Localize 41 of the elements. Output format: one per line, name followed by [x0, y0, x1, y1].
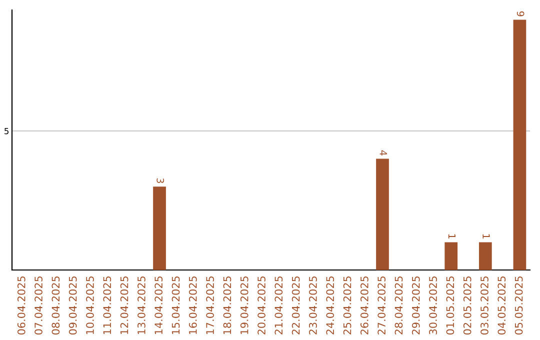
x-tick-label: 28.04.2025 — [394, 276, 403, 334]
x-tick-label: 08.04.2025 — [52, 276, 60, 335]
bar — [444, 242, 458, 270]
x-tick-label: 27.04.2025 — [378, 276, 386, 334]
x-tick-label: 07.04.2025 — [34, 276, 42, 335]
x-tick-label: 25.04.2025 — [343, 276, 352, 334]
bar — [376, 158, 389, 270]
x-tick-label: 23.04.2025 — [309, 276, 317, 334]
y-tick-label: 5 — [4, 128, 8, 134]
x-tick-label: 14.04.2025 — [154, 276, 163, 334]
x-tick-label: 17.04.2025 — [206, 276, 214, 334]
data-label: 1 — [482, 234, 490, 239]
x-tick-label: 19.04.2025 — [240, 276, 248, 334]
x-tick-label: 03.05.2025 — [480, 276, 488, 335]
x-tick-label: 06.04.2025 — [17, 276, 26, 335]
x-tick-label: 24.04.2025 — [326, 276, 334, 334]
x-tick-label: 15.04.2025 — [172, 276, 180, 334]
x-tick-label: 21.04.2025 — [274, 276, 283, 334]
x-tick-label: 02.05.2025 — [463, 276, 472, 335]
x-tick-label: 16.04.2025 — [188, 276, 197, 334]
x-tick-label: 18.04.2025 — [223, 276, 232, 334]
data-label: 9 — [516, 11, 524, 16]
x-tick-label: 26.04.2025 — [360, 276, 368, 334]
x-tick-label: 10.04.2025 — [86, 276, 94, 334]
bar — [513, 20, 526, 270]
bar — [153, 186, 166, 270]
x-tick-label: 04.05.2025 — [498, 276, 506, 335]
x-tick-label: 13.04.2025 — [138, 276, 146, 334]
bar — [478, 242, 492, 270]
x-tick-label: 09.04.2025 — [68, 276, 77, 335]
x-tick-label: 29.04.2025 — [412, 276, 420, 334]
x-tick-label: 30.04.2025 — [429, 276, 437, 334]
data-label: 4 — [380, 150, 387, 156]
x-tick-label: 11.04.2025 — [103, 276, 112, 334]
data-label: 1 — [448, 234, 456, 239]
data-label: 3 — [156, 178, 164, 184]
x-tick-label: 12.04.2025 — [120, 276, 128, 334]
x-tick-label: 05.05.2025 — [514, 276, 523, 335]
x-tick-label: 01.05.2025 — [446, 276, 454, 335]
x-tick-label: 22.04.2025 — [292, 276, 300, 334]
x-tick-label: 20.04.2025 — [258, 276, 266, 334]
